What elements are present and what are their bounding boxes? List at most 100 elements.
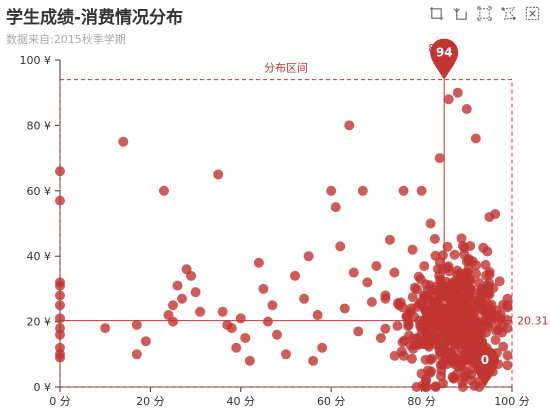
scatter-point [463,331,474,342]
scatter-point [424,339,435,350]
scatter-point [463,255,474,266]
scatter-point [401,311,412,322]
scatter-point [470,316,481,327]
min-mark-value: 0 [481,353,489,367]
scatter-point [407,292,418,303]
scatter-point [437,319,448,330]
y-tick-label: 20 ¥ [27,316,52,329]
lasso-select-icon[interactable] [501,6,516,21]
scatter-point [465,240,476,251]
scatter-point [55,290,65,301]
scatter-point [411,382,422,392]
scatter-point [457,382,468,392]
scatter-point [253,257,264,268]
scatter-point [317,342,328,353]
mark-line-y-label: 20.31 [517,315,549,328]
scatter-point [172,280,183,291]
scatter-point [190,287,201,298]
scatter-point [456,272,467,283]
scatter-point [444,334,455,345]
scatter-point [55,195,65,206]
scatter-point [281,349,291,360]
scatter-point [380,323,391,334]
scatter-point [267,300,278,311]
x-tick-label: 40 分 [227,395,256,408]
scatter-point [446,294,457,305]
scatter-point [118,136,129,147]
scatter-point [497,327,508,338]
zoom-reset-icon[interactable] [453,6,468,21]
scatter-point [420,354,431,365]
scatter-point [430,381,441,392]
scatter-point [100,323,111,334]
scatter-point [357,185,368,196]
scatter-point [366,296,377,307]
scatter-point [353,326,364,337]
scatter-point [235,313,246,324]
scatter-point [403,319,414,330]
scatter-point [335,241,346,252]
scatter-point [55,280,65,291]
scatter-point [420,279,431,290]
scatter-point [384,234,395,245]
scatter-point [471,260,482,271]
toolbox [429,6,540,21]
scatter-point [380,293,391,304]
scatter-point [299,293,310,304]
x-tick-label: 0 分 [49,395,71,408]
scatter-point [419,261,430,272]
data-zoom-icon[interactable] [429,6,444,21]
scatter-point [452,87,463,98]
scatter-point [437,250,448,261]
rect-select-icon[interactable] [477,6,492,21]
scatter-point [339,303,350,314]
scatter-point [409,282,420,293]
scatter-point [434,153,445,164]
max-mark-value: 94 [436,46,453,60]
scatter-point [457,359,468,370]
scatter-point [240,332,251,343]
scatter-point [271,329,282,340]
scatter-point [425,218,436,229]
scatter-point [437,331,448,342]
scatter-point [443,261,454,272]
scatter-point [244,355,255,366]
min-mark-pin [470,346,499,387]
scatter-point [158,185,169,196]
scatter-point [463,290,474,301]
scatter-point [55,313,65,324]
scatter-point [455,292,466,303]
scatter-point [478,306,489,317]
x-tick-label: 100 分 [494,395,530,408]
scatter-point [462,317,473,328]
clear-select-icon[interactable] [525,6,540,21]
x-tick-label: 20 分 [136,395,165,408]
scatter-point [431,298,442,309]
scatter-point [389,267,400,278]
scatter-point [490,209,501,220]
scatter-point [398,350,409,361]
y-tick-label: 0 ¥ [34,381,52,394]
scatter-point [290,270,301,281]
scatter-point [168,300,178,311]
scatter-point [448,323,459,334]
scatter-point [312,310,323,321]
scatter-point [330,202,341,213]
scatter-point [430,250,441,261]
scatter-point [498,299,509,310]
scatter-point [432,263,443,274]
scatter-point [55,352,65,363]
scatter-point [362,277,373,288]
scatter-point [482,320,493,331]
x-tick-label: 80 分 [407,395,436,408]
scatter-point [435,370,446,381]
scatter-point [326,185,337,196]
scatter-point [461,367,472,378]
scatter-point [464,276,475,287]
scatter-point [421,292,432,303]
scatter-point [392,298,403,309]
scatter-point [436,279,447,290]
scatter-point [303,251,314,262]
scatter-point [55,300,65,311]
